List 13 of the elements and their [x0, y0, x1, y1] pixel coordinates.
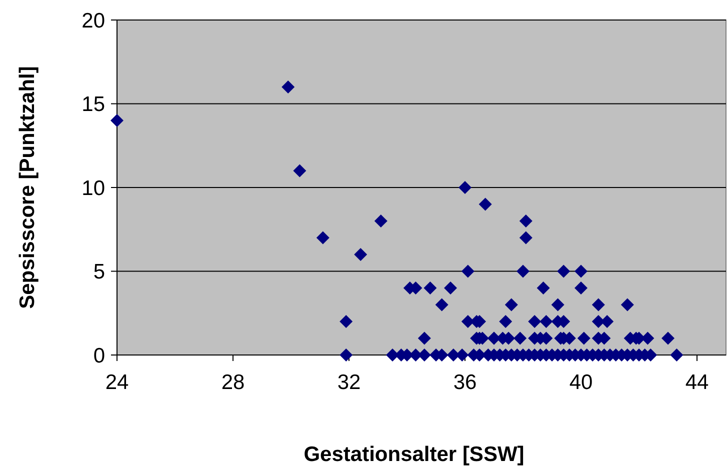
x-axis-title: Gestationsalter [SSW] — [304, 443, 524, 466]
y-axis-title: Sepsisscore [Punktzahl] — [16, 66, 39, 309]
y-tick-label: 10 — [82, 176, 105, 200]
y-tick-label: 15 — [82, 93, 105, 116]
y-tick-label: 20 — [82, 9, 105, 32]
x-tick-label: 36 — [453, 371, 477, 394]
x-tick-label: 32 — [337, 371, 361, 394]
x-tick-label: 28 — [221, 371, 245, 394]
x-tick-label: 40 — [569, 371, 593, 394]
y-tick-label: 5 — [93, 260, 105, 284]
y-tick-label: 0 — [93, 344, 105, 368]
x-tick-label: 44 — [685, 371, 709, 394]
x-tick-label: 24 — [105, 371, 129, 394]
